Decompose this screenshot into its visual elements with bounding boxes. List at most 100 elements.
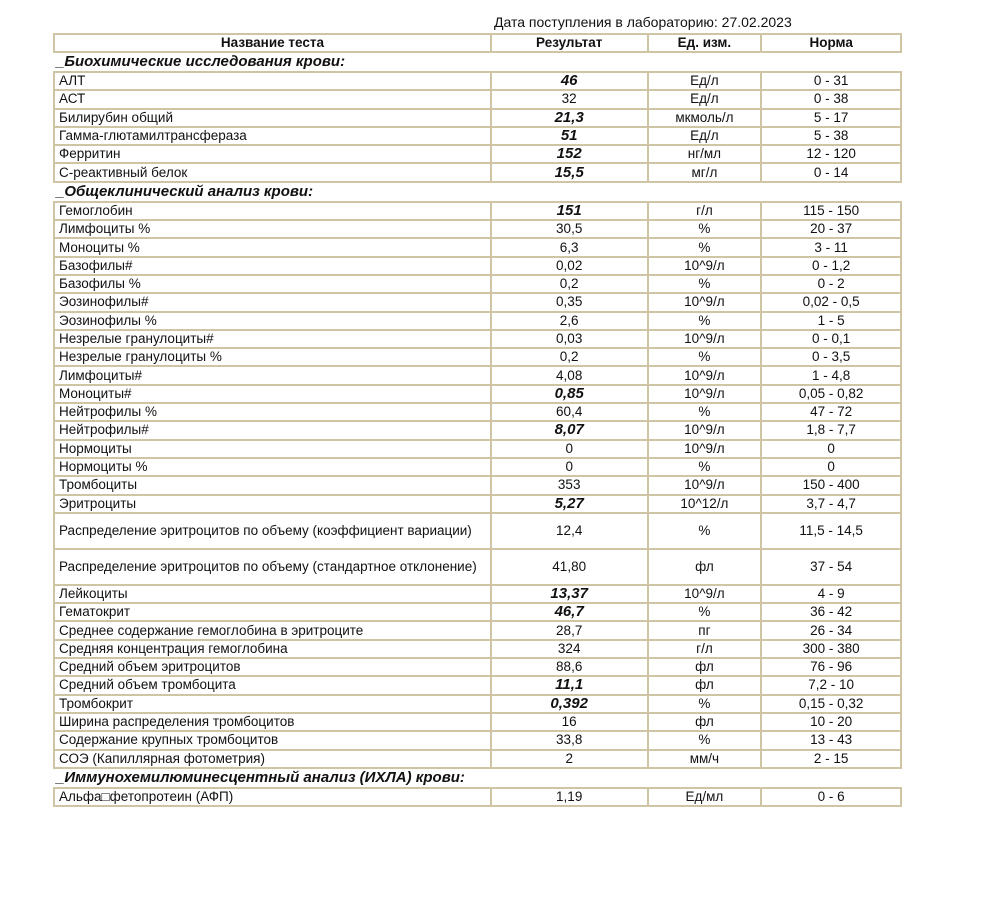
norm-cell: 5 - 17 [760,107,902,128]
header-result: Результат [489,33,649,53]
table-row: Распределение эритроцитов по объему (коэ… [53,511,902,550]
unit-cell: % [646,511,763,550]
result-cell: 51 [489,125,649,147]
norm-cell: 0 - 2 [760,273,902,295]
result-cell: 60,4 [489,402,649,423]
unit-cell: 10^9/л [646,583,763,605]
test-name-cell: Моноциты# [53,383,492,405]
result-cell: 0,2 [489,273,649,295]
test-name-cell: Эритроциты [53,493,492,514]
norm-cell: 0 - 3,5 [760,347,902,368]
result-cell: 353 [489,475,649,496]
unit-cell: мкмоль/л [646,107,763,128]
result-cell: 6,3 [489,237,649,258]
test-name-cell: Распределение эритроцитов по объему (ста… [53,547,492,586]
table-row: СОЭ (Капиллярная фотометрия) 2 мм/ч 2 - 15 [53,748,902,769]
unit-cell: 10^9/л [646,365,763,386]
test-name-cell: Лимфоциты# [53,365,492,386]
norm-cell: 2 - 15 [760,748,902,769]
table-row: Содержание крупных тромбоцитов 33,8% 13 - … [53,730,902,751]
unit-cell: % [646,730,763,751]
test-name-cell: Распределение эритроцитов по объему (коэ… [53,511,492,550]
test-name-cell: Ферритин [53,144,492,165]
unit-cell: % [646,347,763,368]
result-cell: 5,27 [489,493,649,514]
test-name-cell: Лейкоциты [53,583,492,605]
norm-cell: 26 - 34 [760,620,902,641]
result-cell: 151 [489,200,649,222]
norm-cell: 115 - 150 [760,200,902,222]
test-name-cell: Нейтрофилы# [53,420,492,441]
result-cell: 4,08 [489,365,649,386]
result-cell: 11,1 [489,675,649,696]
norm-cell: 5 - 38 [760,125,902,147]
table-row: Тромбокрит 0,392% 0,15 - 0,32 [53,693,902,714]
test-name-cell: Незрелые гранулоциты % [53,347,492,368]
norm-cell: 0 - 31 [760,70,902,92]
unit-cell: 10^9/л [646,438,763,459]
table-row: Незрелые гранулоциты# 0,03 10^9/л 0 - 0,1 [53,328,902,350]
unit-cell: % [646,310,763,331]
section-title: _Иммунохемилюминесцентный анализ (ИХЛА) … [56,768,465,786]
table-row: Средний объем тромбоцита 11,1 фл 7,2 - 10 [53,675,902,696]
result-cell: 88,6 [489,656,649,678]
unit-cell: Ед/мл [646,786,763,808]
header-unit: Ед. изм. [646,33,763,53]
norm-cell: 4 - 9 [760,583,902,605]
result-cell: 21,3 [489,107,649,128]
norm-cell: 0,05 - 0,82 [760,383,902,405]
result-cell: 0,392 [489,693,649,714]
results-table: Название теста Результат Ед. изм. Норма … [53,33,902,808]
test-name-cell: Базофилы# [53,255,492,276]
norm-cell: 36 - 42 [760,602,902,623]
result-cell: 13,37 [489,583,649,605]
unit-cell: Ед/л [646,70,763,92]
table-row: С-реактивный белок 15,5 мг/л 0 - 14 [53,162,902,183]
unit-cell: г/л [646,638,763,660]
test-name-cell: Эозинофилы % [53,310,492,331]
norm-cell: 47 - 72 [760,402,902,423]
test-name-cell: Лимфоциты % [53,219,492,240]
section-header: _Общеклинический анализ крови: [54,182,901,202]
unit-cell: 10^9/л [646,328,763,350]
table-row: Лейкоциты 13,37 10^9/л 4 - 9 [53,583,902,605]
test-name-cell: Средний объем эритроцитов [53,656,492,678]
result-cell: 0 [489,438,649,459]
test-name-cell: Тромбокрит [53,693,492,714]
norm-cell: 300 - 380 [760,638,902,660]
result-cell: 46 [489,70,649,92]
test-name-cell: Незрелые гранулоциты# [53,328,492,350]
unit-cell: нг/мл [646,144,763,165]
test-name-cell: Тромбоциты [53,475,492,496]
table-row: Моноциты# 0,85 10^9/л 0,05 - 0,82 [53,383,902,405]
test-name-cell: Нейтрофилы % [53,402,492,423]
test-name-cell: Базофилы % [53,273,492,295]
table-row: Распределение эритроцитов по объему (ста… [53,547,902,586]
norm-cell: 0 - 1,2 [760,255,902,276]
table-row: Нейтрофилы % 60,4% 47 - 72 [53,402,902,423]
result-cell: 0,35 [489,292,649,313]
result-cell: 32 [489,89,649,110]
norm-cell: 20 - 37 [760,219,902,240]
table-row: Гематокрит 46,7% 36 - 42 [53,602,902,623]
unit-cell: фл [646,547,763,586]
table-row: Средняя концентрация гемоглобина 324 г/л 30… [53,638,902,660]
result-cell: 0 [489,456,649,478]
norm-cell: 12 - 120 [760,144,902,165]
lab-date: Дата поступления в лабораторию: 27.02.20… [494,14,792,30]
unit-cell: % [646,602,763,623]
test-name-cell: Средний объем тромбоцита [53,675,492,696]
unit-cell: 10^12/л [646,493,763,514]
result-cell: 0,03 [489,328,649,350]
result-cell: 8,07 [489,420,649,441]
table-row: Гамма-глютамилтрансфераза 51 Ед/л 5 - 38 [53,125,902,147]
norm-cell: 3,7 - 4,7 [760,493,902,514]
table-row: Эритроциты 5,27 10^12/л 3,7 - 4,7 [53,493,902,514]
unit-cell: г/л [646,200,763,222]
test-name-cell: Эозинофилы# [53,292,492,313]
test-name-cell: Среднее содержание гемоглобина в эритроц… [53,620,492,641]
unit-cell: мг/л [646,162,763,183]
result-cell: 41,80 [489,547,649,586]
unit-cell: 10^9/л [646,292,763,313]
norm-cell: 1 - 4,8 [760,365,902,386]
